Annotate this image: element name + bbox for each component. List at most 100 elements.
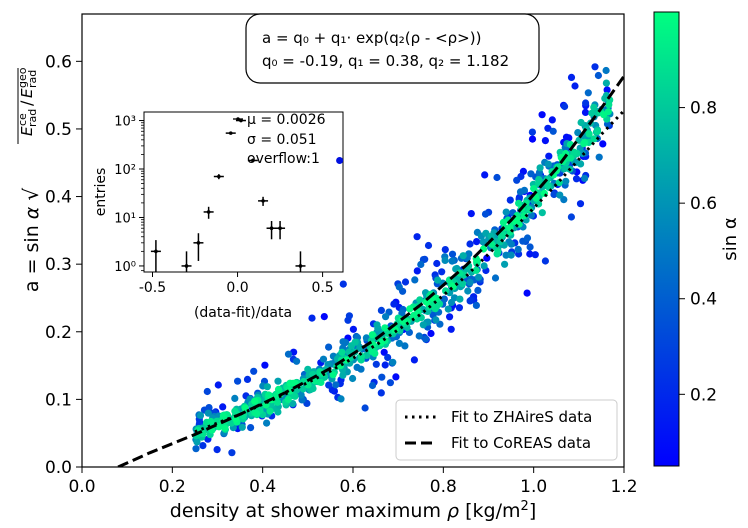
scatter-point-352	[231, 394, 239, 402]
scatter-point-104	[506, 196, 514, 204]
scatter-point-657	[590, 103, 598, 111]
scatter-point-234	[472, 301, 480, 309]
inset-point-9	[269, 226, 274, 231]
scatter-point-876	[368, 331, 376, 339]
scatter-point-841	[368, 347, 376, 355]
scatter-point-123	[377, 389, 385, 397]
scatter-point-172	[550, 190, 558, 199]
scatter-point-386	[574, 129, 582, 137]
scatter-point-827	[284, 395, 292, 403]
inset-point-11	[298, 264, 303, 268]
scatter-point-52	[217, 470, 224, 477]
scatter-point-804	[266, 407, 274, 415]
scatter-point-130	[582, 99, 590, 107]
scatter-point-405	[441, 256, 449, 264]
scatter-point-308	[401, 342, 409, 350]
scatter-point-435	[475, 273, 483, 281]
scatter-point-171	[361, 404, 369, 412]
inset-x-tick-label-0: -0.5	[139, 280, 166, 296]
scatter-point-138	[528, 128, 537, 136]
scatter-point-279	[284, 350, 293, 358]
scatter-point-490	[193, 438, 201, 446]
scatter-point-751	[338, 348, 346, 356]
svg-text:geo: geo	[16, 67, 29, 88]
scatter-point-602	[304, 365, 312, 373]
scatter-point-286	[415, 332, 423, 340]
scatter-point-181	[493, 173, 501, 182]
scatter-point-517	[577, 160, 585, 168]
y-tick-label-4: 0.4	[45, 188, 72, 208]
scatter-point-189	[481, 210, 490, 218]
formula-line-1: a = q₀ + q₁· exp(q₂(ρ - <ρ>))	[262, 29, 481, 47]
scatter-point-796	[273, 398, 282, 406]
colorbar-tick-label-3: 0.8	[690, 99, 717, 119]
scatter-point-856	[580, 140, 588, 148]
scatter-point-36	[349, 325, 357, 333]
svg-text:ce: ce	[16, 113, 29, 126]
scatter-point-126	[541, 257, 550, 265]
scatter-point-288	[514, 245, 522, 253]
scatter-point-22	[541, 137, 550, 145]
scatter-point-440	[544, 160, 553, 168]
scatter-point-271	[395, 283, 403, 291]
scatter-point-46	[447, 325, 455, 333]
scatter-point-105	[591, 63, 599, 71]
scatter-point-869	[215, 423, 223, 431]
y-tick-label-6: 0.6	[45, 52, 72, 72]
scatter-point-530	[339, 371, 347, 379]
scatter-point-318	[602, 66, 610, 75]
scatter-point-50	[214, 381, 222, 389]
scatter-point-556	[536, 164, 544, 172]
scatter-point-48	[545, 152, 553, 160]
scatter-point-10	[538, 111, 546, 119]
y-tick-label-1: 0.1	[45, 390, 72, 410]
scatter-point-305	[339, 338, 347, 346]
scatter-point-179	[205, 404, 213, 412]
scatter-point-88	[576, 200, 585, 208]
legend: Fit to ZHAireS data Fit to CoREAS data	[395, 399, 618, 461]
scatter-point-330	[465, 250, 473, 258]
scatter-point-116	[424, 241, 433, 250]
scatter-point-628	[351, 338, 359, 346]
scatter-point-214	[594, 71, 603, 80]
x-tick-label-2: 0.4	[249, 477, 276, 497]
scatter-point-500	[419, 321, 427, 329]
scatter-point-340	[382, 313, 390, 321]
colorbar-gradient	[653, 11, 680, 467]
scatter-point-432	[204, 409, 212, 417]
scatter-point-7	[523, 289, 531, 297]
scatter-point-202	[247, 424, 255, 432]
inset-stat-mu: μ = 0.0026	[247, 112, 326, 128]
scatter-point-56	[410, 356, 418, 364]
scatter-point-59	[531, 251, 539, 259]
scatter-point-93	[213, 446, 221, 454]
scatter-point-43	[473, 238, 481, 246]
scatter-point-207	[549, 127, 557, 135]
scatter-point-886	[423, 298, 431, 307]
scatter-point-752	[442, 287, 450, 295]
svg-text:/: /	[17, 100, 36, 106]
scatter-point-222	[474, 286, 482, 294]
scatter-point-589	[577, 118, 585, 127]
inset-point-7	[251, 158, 255, 163]
inset-ticks: -0.5 0.0 0.5 10⁰ 10¹ 10² 10³	[114, 115, 333, 296]
scatter-point-864	[220, 413, 228, 421]
scatter-point-89	[572, 175, 581, 183]
scatter-point-875	[221, 424, 229, 432]
scatter-point-124	[199, 442, 207, 450]
scatter-point-548	[434, 276, 442, 284]
scatter-point-549	[602, 79, 611, 87]
scatter-point-289	[398, 309, 406, 317]
scatter-point-87	[455, 304, 463, 312]
scatter-point-622	[538, 209, 546, 217]
scatter-point-229	[422, 335, 430, 343]
scatter-point-858	[274, 385, 283, 393]
scatter-point-269	[584, 89, 592, 97]
scatter-point-160	[567, 213, 576, 221]
scatter-point-225	[325, 343, 333, 351]
inset-point-8	[261, 199, 265, 203]
scatter-point-230	[368, 381, 377, 390]
scatter-point-408	[464, 287, 472, 295]
scatter-point-748	[570, 148, 578, 156]
scatter-point-726	[593, 127, 602, 135]
